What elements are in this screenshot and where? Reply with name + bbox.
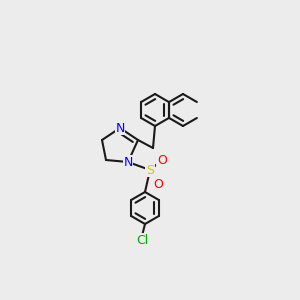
Text: O: O [153, 178, 163, 190]
Text: N: N [123, 155, 133, 169]
Text: Cl: Cl [136, 233, 148, 247]
Text: S: S [146, 164, 154, 176]
Text: O: O [157, 154, 167, 166]
Text: N: N [115, 122, 125, 134]
